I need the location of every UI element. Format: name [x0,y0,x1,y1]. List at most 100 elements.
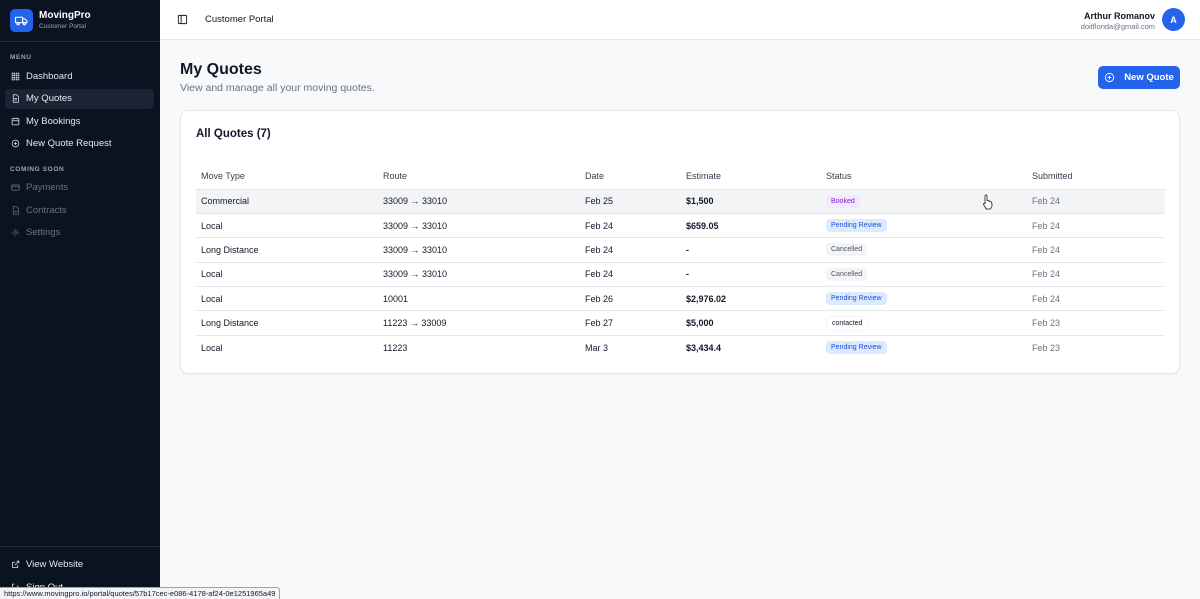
sidebar-item-label: New Quote Request [26,138,112,149]
brand-name: MovingPro [39,10,91,21]
sidebar-item-label: Payments [26,182,69,193]
column-header-submitted: Submitted [1027,163,1165,190]
cell-status: Cancelled [821,237,1027,263]
cell-move-type: Local [196,262,378,288]
grid-icon [11,72,20,80]
cell-status: Cancelled [821,262,1027,288]
cell-move-type: Long Distance [196,310,378,336]
sidebar-toggle-button[interactable] [170,8,194,32]
user-email: doitflorida@gmail.com [1080,22,1155,31]
cell-route: 33009 → 33010 [378,237,580,263]
sidebar-item-settings: Settings [5,223,154,243]
status-badge: Pending Review [826,219,887,233]
sidebar-item-label: My Quotes [26,93,72,104]
cell-status: Booked [821,189,1027,214]
status-badge: Cancelled [826,267,868,281]
sidebar-item-label: Dashboard [26,70,73,82]
menu-section-title: MENU [10,54,32,61]
quotes-card-title: All Quotes (7) [196,128,271,140]
credit-card-icon [11,184,20,191]
brand[interactable]: MovingPro Customer Portal [0,0,160,42]
sidebar-item-label: My Bookings [26,115,81,127]
cell-estimate: $1,500 [681,189,821,214]
column-header-status: Status [821,163,1027,190]
cell-move-type: Local [196,213,378,239]
document-icon [12,94,19,103]
cell-date: Feb 24 [580,213,681,239]
cell-move-type: Local [201,342,223,353]
status-badge: Booked [826,194,860,208]
cell-submitted: Feb 23 [1027,310,1165,336]
cell-route: 33009 → 33010 [378,213,580,239]
sidebar-item-dashboard[interactable]: Dashboard [5,66,154,86]
plus-circle-icon [1105,72,1115,83]
cell-route: 11223 → 33009 [378,310,580,336]
new-quote-button[interactable]: New Quote [1098,66,1180,89]
cell-date: Feb 27 [580,310,681,336]
calendar-icon [11,117,20,125]
page-title: My Quotes [180,61,262,78]
user-info[interactable]: Arthur Romanov doitflorida@gmail.com [1081,11,1155,32]
cell-status: contacted [821,310,1027,336]
sidebar-item-label: View Website [26,559,84,570]
external-link-icon [12,560,20,568]
cell-estimate: $659.05 [681,213,821,239]
quotes-table: Move Type Route Date Estimate Status Sub… [196,163,1165,360]
sidebar-item-my-quotes[interactable]: My Quotes [5,88,154,109]
cell-submitted: Feb 24 [1027,286,1165,312]
table-header-row: Move Type Route Date Estimate Status Sub… [196,163,1165,190]
sidebar: MovingPro Customer Portal MENU Dashboard… [0,0,160,599]
cell-submitted: Feb 24 [1027,213,1165,239]
table-row[interactable]: Local 10001 Feb 26 $2,976.02 Pending Rev… [196,286,1165,312]
table-row[interactable]: Local 33009 → 33010 Feb 24 $659.05 Pendi… [196,213,1165,239]
table-row[interactable]: Long Distance 11223 → 33009 Feb 27 $5,00… [196,310,1165,336]
truck-icon [10,9,33,32]
topbar-title: Customer Portal [205,14,274,25]
quotes-card: All Quotes (7) Move Type Route Date Esti… [180,110,1180,374]
status-badge: Cancelled [826,243,868,257]
column-header-move-type: Move Type [196,163,378,190]
cell-submitted: Feb 24 [1027,262,1165,288]
cell-date: Feb 26 [580,286,681,312]
plus-circle-icon [11,139,20,148]
cell-date: Mar 3 [585,342,609,353]
cell-move-type: Commercial [196,189,378,214]
panel-left-icon [177,14,187,25]
sidebar-item-label: Settings [26,227,61,238]
pointer-cursor-icon [983,194,993,210]
page-subtitle: View and manage all your moving quotes. [180,82,375,94]
cell-date: Feb 24 [580,237,681,263]
sidebar-item-contracts: Contracts [5,200,154,220]
brand-subtitle: Customer Portal [39,23,86,30]
sidebar-item-my-bookings[interactable]: My Bookings [5,111,154,131]
cell-submitted: Feb 24 [1027,189,1165,214]
avatar[interactable]: A [1162,8,1185,31]
cell-date: Feb 24 [580,262,681,288]
cell-status: Pending Review [821,335,1027,359]
cell-date: Feb 25 [580,189,681,214]
cell-route: 33009 → 33010 [378,262,580,288]
cell-route: 33009 → 33010 [378,189,580,214]
column-header-route: Route [378,163,580,190]
sidebar-item-new-quote-request[interactable]: New Quote Request [5,134,154,154]
file-sign-icon [12,205,19,215]
cell-status: Pending Review [821,213,1027,239]
sidebar-item-payments: Payments [5,178,154,198]
cell-route: 10001 [378,286,580,312]
gear-icon [11,228,20,237]
table-row[interactable]: Local 33009 → 33010 Feb 24 - Cancelled F… [196,262,1165,288]
status-badge: contacted [826,315,869,331]
cell-move-type: Local [196,286,378,312]
user-name: Arthur Romanov [1083,11,1155,21]
table-row[interactable]: Local 11223 Mar 3 $3,434.4 Pending Revie… [196,335,1165,359]
cell-route: 11223 [383,342,408,353]
table-row[interactable]: Long Distance 33009 → 33010 Feb 24 - Can… [196,237,1165,263]
sidebar-item-view-website[interactable]: View Website [5,555,154,575]
cell-submitted: Feb 23 [1032,342,1061,353]
cell-submitted: Feb 24 [1027,237,1165,263]
table-row[interactable]: Commercial 33009 → 33010 Feb 25 $1,500 B… [196,189,1165,214]
sidebar-item-label: Contracts [26,204,67,216]
cell-estimate: - [681,237,821,263]
new-quote-label: New Quote [1124,72,1174,83]
topbar: Customer Portal Arthur Romanov doitflori… [160,0,1200,40]
